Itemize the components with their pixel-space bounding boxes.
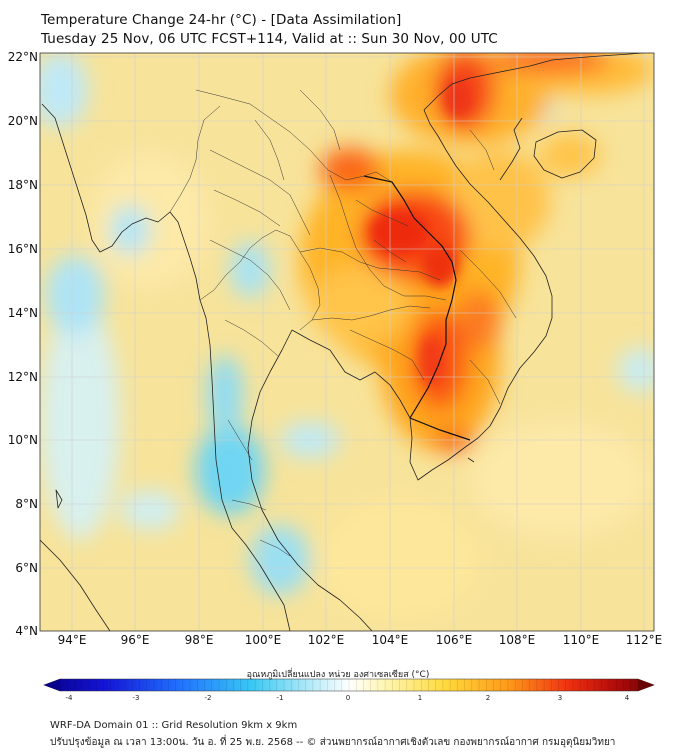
colorbar-min-arrow: [44, 679, 60, 691]
colorbar-label: อุณหภูมิเปลี่ยนแปลง หน่วย องศาเซลเซียส (…: [246, 670, 430, 680]
map-title: Temperature Change 24-hr (°C) - [Data As…: [41, 12, 402, 28]
footer-model-info: WRF-DA Domain 01 :: Grid Resolution 9km …: [50, 720, 298, 731]
colorbar-tick: 3: [557, 694, 563, 702]
lon-label: 108°E: [498, 633, 536, 647]
lon-label: 110°E: [562, 633, 600, 647]
footer-credit: ปรับปรุงข้อมูล ณ เวลา 13:00น. วัน อ. ที่…: [50, 737, 616, 748]
map-subtitle: Tuesday 25 Nov, 06 UTC FCST+114, Valid a…: [41, 31, 498, 47]
lat-label: 20°N: [7, 114, 38, 128]
mekong-border: [363, 175, 457, 419]
colorbar-max-arrow: [638, 679, 654, 691]
lat-label: 10°N: [7, 433, 38, 447]
colorbar-tick: -1: [276, 694, 284, 702]
colorbar-tick: 4: [624, 694, 630, 702]
lon-label: 106°E: [435, 633, 473, 647]
lon-label: 100°E: [244, 633, 282, 647]
colorbar-tick: -4: [65, 694, 73, 702]
lat-label: 12°N: [7, 370, 38, 384]
lon-label: 104°E: [371, 633, 409, 647]
lat-label: 6°N: [15, 561, 38, 575]
temperature-field: [40, 53, 654, 631]
lat-label: 14°N: [7, 306, 38, 320]
lat-label: 4°N: [15, 624, 38, 638]
lon-label: 112°E: [625, 633, 663, 647]
delta-border: [409, 417, 471, 441]
lat-label: 16°N: [7, 242, 38, 256]
colorbar-tick: -2: [204, 694, 212, 702]
colorbar-tick: -3: [132, 694, 140, 702]
plot-frame: [39, 52, 655, 632]
lat-label: 22°N: [7, 50, 38, 64]
colorbar-tick: 2: [485, 694, 491, 702]
coastlines: [40, 53, 647, 631]
lon-label: 96°E: [120, 633, 150, 647]
lat-label: 18°N: [7, 178, 38, 192]
colorbar-tick: 1: [417, 694, 423, 702]
colorbar: [43, 678, 655, 692]
lon-label: 98°E: [184, 633, 214, 647]
lon-label: 102°E: [307, 633, 345, 647]
lat-label: 8°N: [15, 497, 38, 511]
gridlines: [40, 53, 654, 631]
colorbar-segments: [66, 679, 632, 691]
colorbar-tick: 0: [345, 694, 351, 702]
lon-label: 94°E: [57, 633, 87, 647]
